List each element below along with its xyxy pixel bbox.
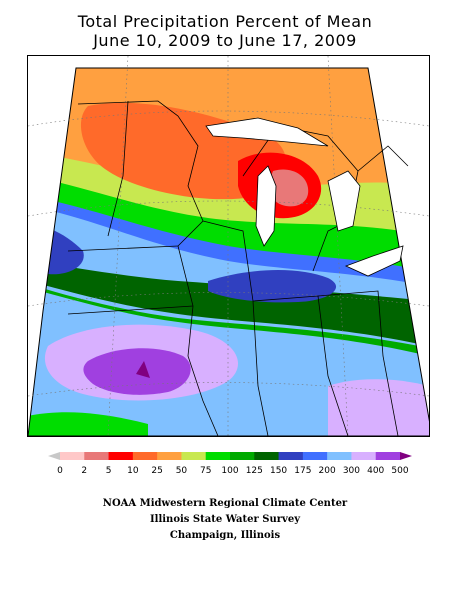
legend-tick-label: 400	[367, 466, 384, 476]
legend-tick-label: 10	[127, 466, 139, 476]
legend-swatch	[157, 452, 182, 460]
legend-swatch	[351, 452, 377, 460]
legend-tick-label: 150	[270, 466, 287, 476]
map-date-range: June 10, 2009 to June 17, 2009	[93, 31, 357, 50]
great-lakes	[205, 117, 404, 277]
legend-swatch	[278, 452, 304, 460]
legend-tick-label: 75	[200, 466, 211, 476]
legend-swatch	[181, 452, 207, 460]
color-legend: 0 2 5 10 25 50 75 100 125 150 175 200 300 400 500	[48, 452, 412, 476]
legend-tick-label: 0	[57, 466, 63, 476]
legend-tick-label: 25	[151, 466, 162, 476]
legend-tick-label: 300	[343, 466, 360, 476]
legend-tick-label: 50	[176, 466, 188, 476]
legend-tick-label: 2	[81, 466, 87, 476]
legend-swatch	[205, 452, 231, 460]
map-canvas	[28, 56, 429, 436]
latlon-grid	[28, 56, 429, 436]
credit-location: Champaign, Illinois	[169, 530, 281, 541]
precipitation-map	[27, 55, 430, 437]
legend-swatch	[302, 452, 328, 460]
legend-tick-label: 5	[106, 466, 112, 476]
state-boundaries	[67, 100, 409, 436]
legend-tick-label: 100	[221, 466, 238, 476]
legend-swatch-min	[48, 452, 60, 460]
legend-swatch-max	[400, 452, 412, 460]
legend-swatch	[132, 452, 158, 460]
legend-tick-label: 200	[319, 466, 336, 476]
legend-swatch	[230, 452, 255, 460]
legend-tick-label: 500	[391, 466, 408, 476]
map-title: Total Precipitation Percent of Mean	[77, 12, 373, 31]
credit-survey: Illinois State Water Survey	[149, 514, 301, 525]
legend-tick-label: 175	[294, 466, 311, 476]
precipitation-fields	[28, 68, 429, 436]
legend-swatch	[108, 452, 134, 460]
legend-tick-label: 125	[246, 466, 263, 476]
credit-organization: NOAA Midwestern Regional Climate Center	[102, 498, 348, 509]
legend-swatch	[84, 452, 110, 460]
legend-swatch	[375, 452, 401, 460]
legend-swatch	[327, 452, 352, 460]
legend-swatch	[254, 452, 280, 460]
legend-swatch	[60, 452, 85, 460]
domain-boundary	[28, 67, 429, 436]
